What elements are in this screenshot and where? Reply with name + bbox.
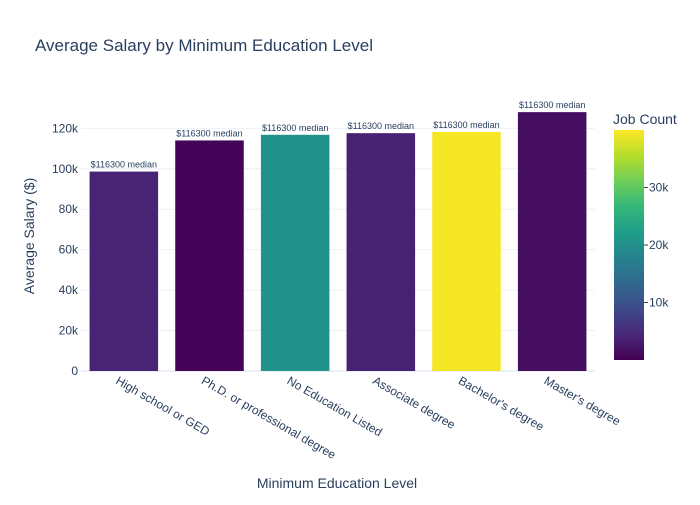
bar-data-label: $116300 median (519, 100, 585, 110)
bar-data-label: $116300 median (348, 121, 414, 131)
x-tick-label: Ph.D. or professional degree (199, 373, 339, 462)
bar (346, 133, 416, 371)
colorbar-gradient (614, 130, 644, 360)
bar-data-labels: $116300 median $116300 median $116300 medi… (91, 100, 586, 169)
colorbar-title: Job Count (613, 111, 677, 127)
x-tick-label: Master's degree (542, 373, 623, 428)
x-tick-label: Associate degree (370, 373, 458, 432)
bars (89, 112, 587, 371)
y-tick-label: 0 (71, 364, 78, 378)
bar (260, 134, 330, 371)
bar-data-label: $116300 median (91, 160, 157, 170)
x-tick-label: High school or GED (113, 373, 212, 438)
bar (89, 171, 159, 371)
y-tick-label: 20k (59, 324, 79, 338)
gridlines (81, 127, 595, 372)
colorbar-tick-label: 30k (649, 181, 669, 195)
colorbar-tick-label: 10k (649, 296, 669, 310)
bar (517, 112, 587, 371)
y-axis-title: Average Salary ($) (21, 178, 37, 294)
y-tick-label: 80k (59, 202, 79, 216)
chart-title: Average Salary by Minimum Education Leve… (35, 36, 373, 55)
y-tick-label: 120k (52, 121, 79, 135)
bar-data-label: $116300 median (176, 128, 242, 138)
x-tick-label: Bachelor's degree (456, 373, 547, 433)
y-tick-label: 100k (52, 162, 79, 176)
colorbar-tick-label: 20k (649, 238, 669, 252)
bar-data-label: $116300 median (433, 120, 499, 130)
bar-data-label: $116300 median (262, 123, 328, 133)
colorbar: Job Count 10k 20k 30k (613, 111, 677, 360)
colorbar-ticks: 10k 20k 30k (644, 181, 669, 310)
y-tick-label: 60k (59, 243, 79, 257)
bar (432, 131, 501, 371)
x-axis-title: Minimum Education Level (257, 475, 417, 491)
y-tick-label: 40k (59, 283, 79, 297)
bar (175, 140, 244, 371)
y-axis-ticks: 0 20k 40k 60k 80k 100k 120k (52, 121, 79, 378)
